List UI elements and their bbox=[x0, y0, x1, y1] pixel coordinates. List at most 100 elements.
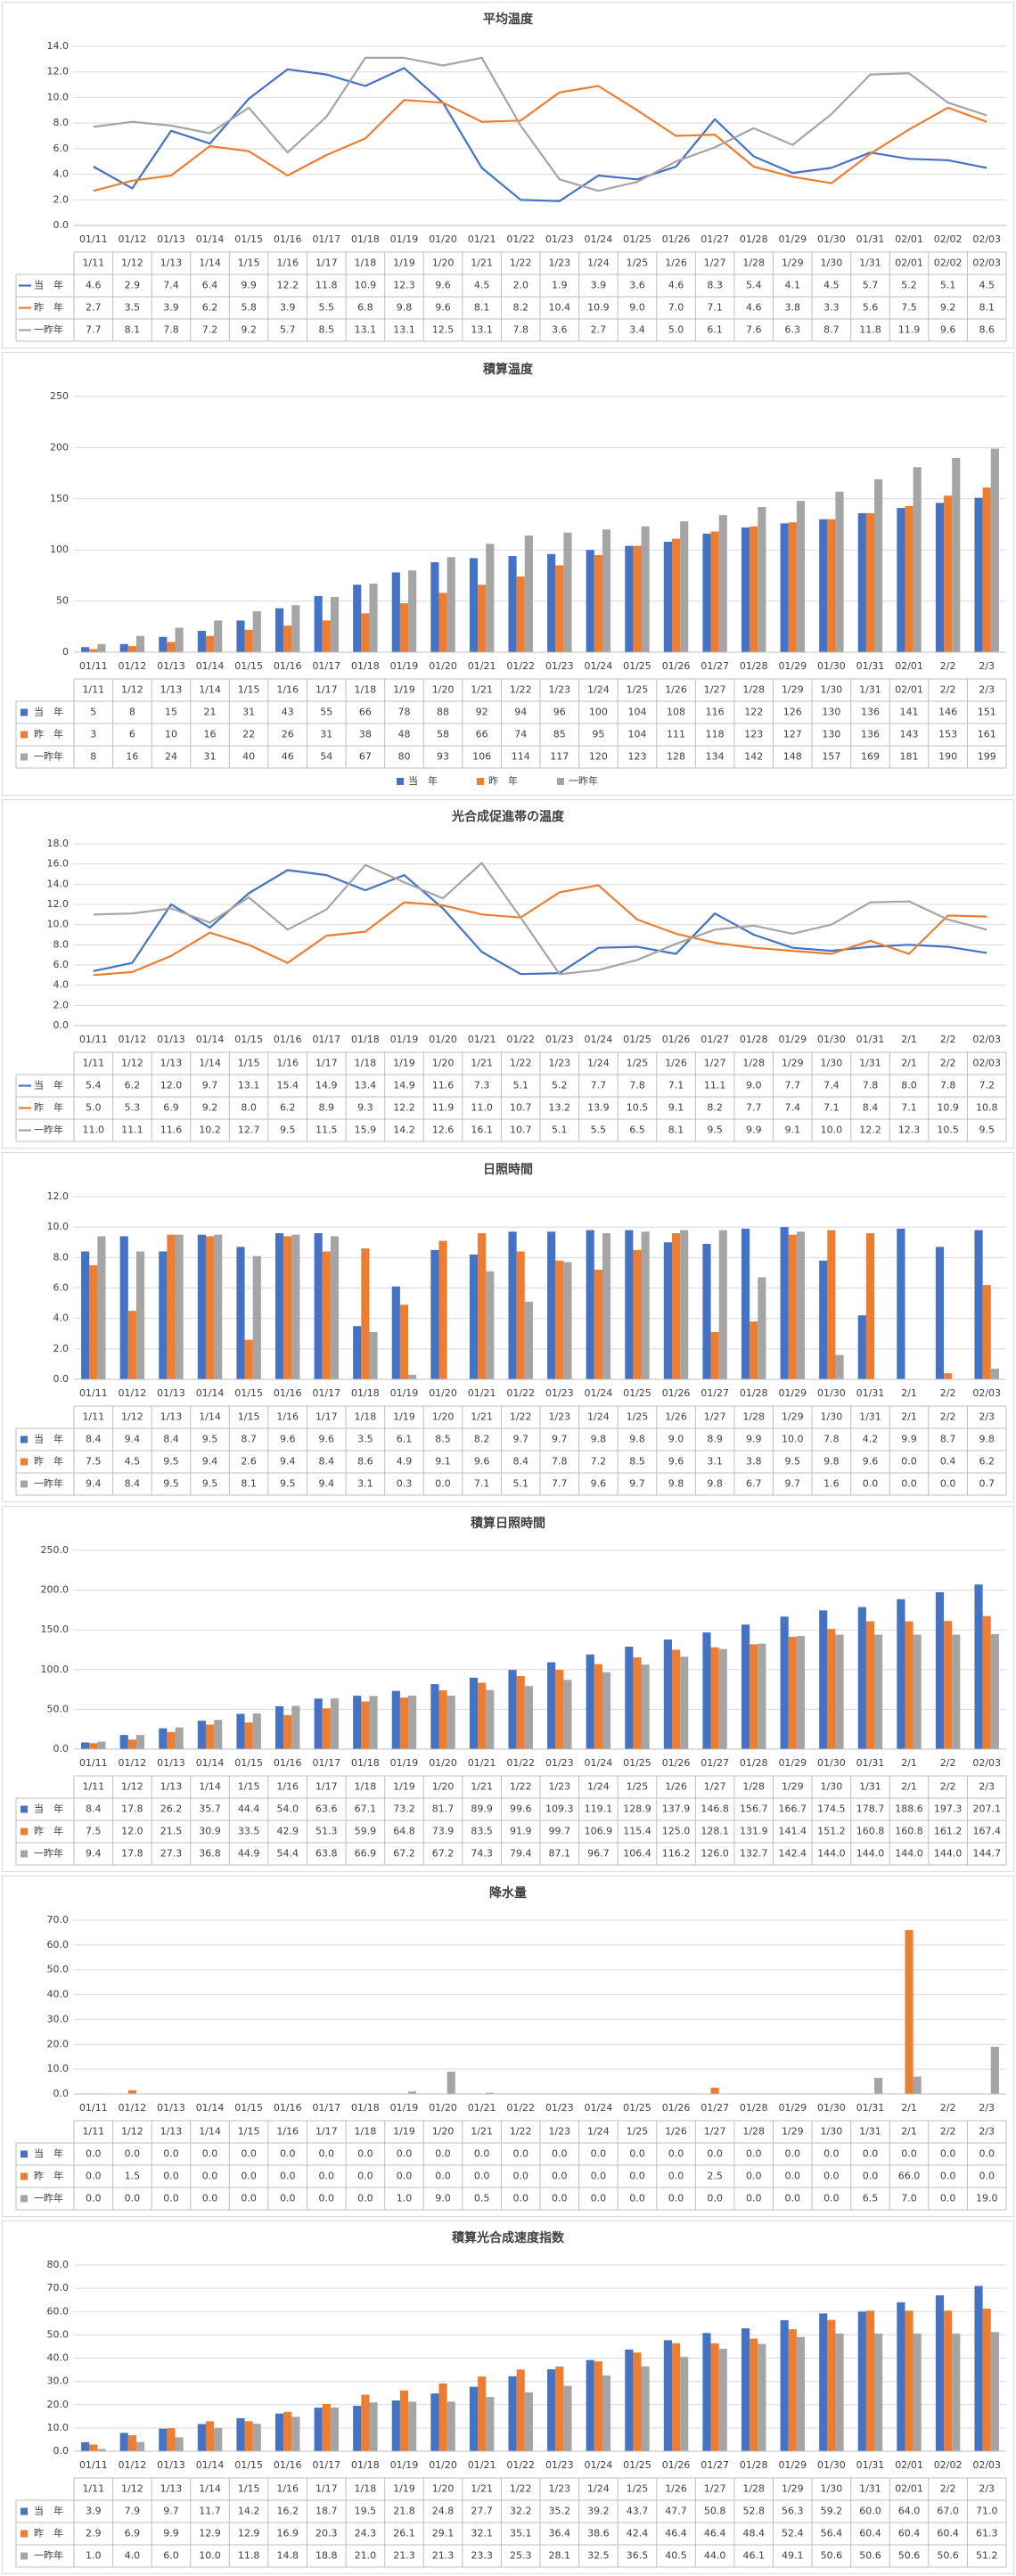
table-cell: 73.9 bbox=[432, 1826, 455, 1837]
table-cell: 7.8 bbox=[552, 1456, 568, 1468]
bar bbox=[197, 2424, 206, 2451]
table-cell: 4.0 bbox=[125, 2550, 141, 2562]
table-cell: 106.9 bbox=[585, 1826, 613, 1837]
table-cell: 9.6 bbox=[435, 302, 451, 314]
table-cell: 6.1 bbox=[397, 1434, 413, 1445]
bar bbox=[547, 2369, 556, 2451]
x-tick-label: 01/12 bbox=[119, 2102, 147, 2114]
bar bbox=[935, 503, 945, 652]
bar bbox=[796, 1635, 806, 1749]
table-cell: 8.2 bbox=[474, 1434, 490, 1445]
table-cell: 9.6 bbox=[474, 1456, 490, 1468]
table-cell: 3.6 bbox=[629, 280, 645, 291]
x-tick-label: 2/2 bbox=[940, 2102, 956, 2114]
table-cell: 9.5 bbox=[202, 1478, 218, 1490]
x-tick-label: 01/30 bbox=[817, 2102, 846, 2114]
x-tick-label: 01/18 bbox=[351, 1387, 380, 1399]
x-tick-label: 01/13 bbox=[157, 233, 185, 245]
table-header: 1/12 bbox=[121, 1411, 143, 1423]
bar bbox=[633, 1657, 642, 1749]
bar bbox=[602, 1233, 611, 1379]
x-tick-label: 01/23 bbox=[545, 233, 574, 245]
table-cell: 9.2 bbox=[940, 302, 956, 314]
table-cell: 0.0 bbox=[280, 2193, 296, 2204]
bar bbox=[796, 2336, 806, 2451]
table-header: 1/11 bbox=[82, 1781, 104, 1793]
table-cell: 2.7 bbox=[591, 324, 607, 336]
bar bbox=[594, 1270, 602, 1379]
table-cell: 148 bbox=[783, 751, 802, 763]
x-tick-label: 01/28 bbox=[740, 233, 768, 245]
table-cell: 128 bbox=[667, 751, 685, 763]
x-tick-label: 01/11 bbox=[79, 1387, 108, 1399]
table-cell: 7.1 bbox=[901, 1102, 917, 1114]
table-cell: 1.5 bbox=[125, 2171, 141, 2182]
table-cell: 95 bbox=[592, 729, 604, 740]
table-header: 1/11 bbox=[82, 1058, 104, 1069]
bar bbox=[291, 1234, 300, 1379]
table-cell: 29.1 bbox=[432, 2528, 455, 2539]
table-cell: 8.5 bbox=[629, 1456, 645, 1468]
y-tick-label: 60.0 bbox=[47, 2305, 70, 2317]
table-cell: 0.0 bbox=[357, 2148, 373, 2160]
table-header: 1/15 bbox=[238, 1781, 260, 1793]
table-row-label: 一昨年 bbox=[34, 2549, 63, 2562]
x-tick-label: 01/31 bbox=[856, 2102, 885, 2114]
x-tick-label: 01/31 bbox=[856, 1387, 885, 1399]
table-header: 1/24 bbox=[587, 2483, 610, 2495]
table-header: 1/25 bbox=[627, 1058, 649, 1069]
table-header: 1/19 bbox=[393, 1411, 415, 1423]
table-cell: 54 bbox=[320, 751, 332, 763]
table-cell: 3.1 bbox=[357, 1478, 373, 1490]
table-header: 1/28 bbox=[742, 1058, 765, 1069]
bar bbox=[244, 629, 253, 652]
x-tick-label: 01/27 bbox=[701, 660, 729, 672]
table-cell: 0.0 bbox=[474, 2148, 490, 2160]
table-row-label: 昨 年 bbox=[34, 2527, 63, 2539]
bar bbox=[857, 2311, 866, 2451]
table-header: 1/29 bbox=[782, 1411, 804, 1423]
table-cell: 16 bbox=[204, 729, 217, 740]
x-tick-label: 01/16 bbox=[274, 1387, 302, 1399]
bar bbox=[990, 2047, 999, 2094]
table-header: 1/11 bbox=[82, 258, 104, 269]
table-cell: 8.1 bbox=[668, 1124, 684, 1136]
table-cell: 6.0 bbox=[163, 2550, 179, 2562]
table-cell: 61.3 bbox=[976, 2528, 998, 2539]
bar bbox=[127, 2089, 136, 2094]
x-tick-label: 2/2 bbox=[940, 1757, 956, 1769]
table-header: 1/24 bbox=[587, 2126, 610, 2138]
x-tick-label: 01/22 bbox=[506, 2102, 535, 2114]
bar bbox=[710, 2343, 719, 2451]
table-cell: 7.0 bbox=[901, 2193, 917, 2204]
bar bbox=[322, 2403, 331, 2451]
x-tick-label: 02/01 bbox=[895, 233, 923, 245]
bar bbox=[438, 2383, 447, 2451]
table-cell: 49.1 bbox=[782, 2550, 804, 2562]
table-cell: 2.9 bbox=[86, 2528, 102, 2539]
table-header: 1/25 bbox=[627, 1781, 649, 1793]
x-tick-label: 01/15 bbox=[234, 1757, 263, 1769]
table-cell: 106 bbox=[472, 751, 491, 763]
table-cell: 128.1 bbox=[701, 1826, 729, 1837]
table-header: 1/28 bbox=[742, 2483, 765, 2495]
table-header: 1/30 bbox=[821, 258, 843, 269]
x-tick-label: 01/21 bbox=[468, 1757, 496, 1769]
chart-title: 平均温度 bbox=[483, 12, 534, 27]
x-tick-label: 01/22 bbox=[506, 2459, 535, 2471]
table-cell: 0.0 bbox=[707, 2148, 723, 2160]
bar bbox=[758, 1643, 766, 1749]
table-cell: 4.1 bbox=[785, 280, 801, 291]
x-tick-label: 01/29 bbox=[778, 2102, 807, 2114]
table-cell: 42.9 bbox=[276, 1826, 299, 1837]
table-cell: 9.6 bbox=[280, 1434, 296, 1445]
y-tick-label: 30.0 bbox=[47, 2376, 70, 2387]
table-cell: 9.8 bbox=[591, 1434, 607, 1445]
bar bbox=[702, 533, 711, 652]
bar bbox=[741, 527, 750, 652]
bar bbox=[127, 646, 136, 652]
bar bbox=[718, 1648, 727, 1749]
bar bbox=[205, 2421, 215, 2451]
table-header: 1/15 bbox=[238, 2483, 260, 2495]
